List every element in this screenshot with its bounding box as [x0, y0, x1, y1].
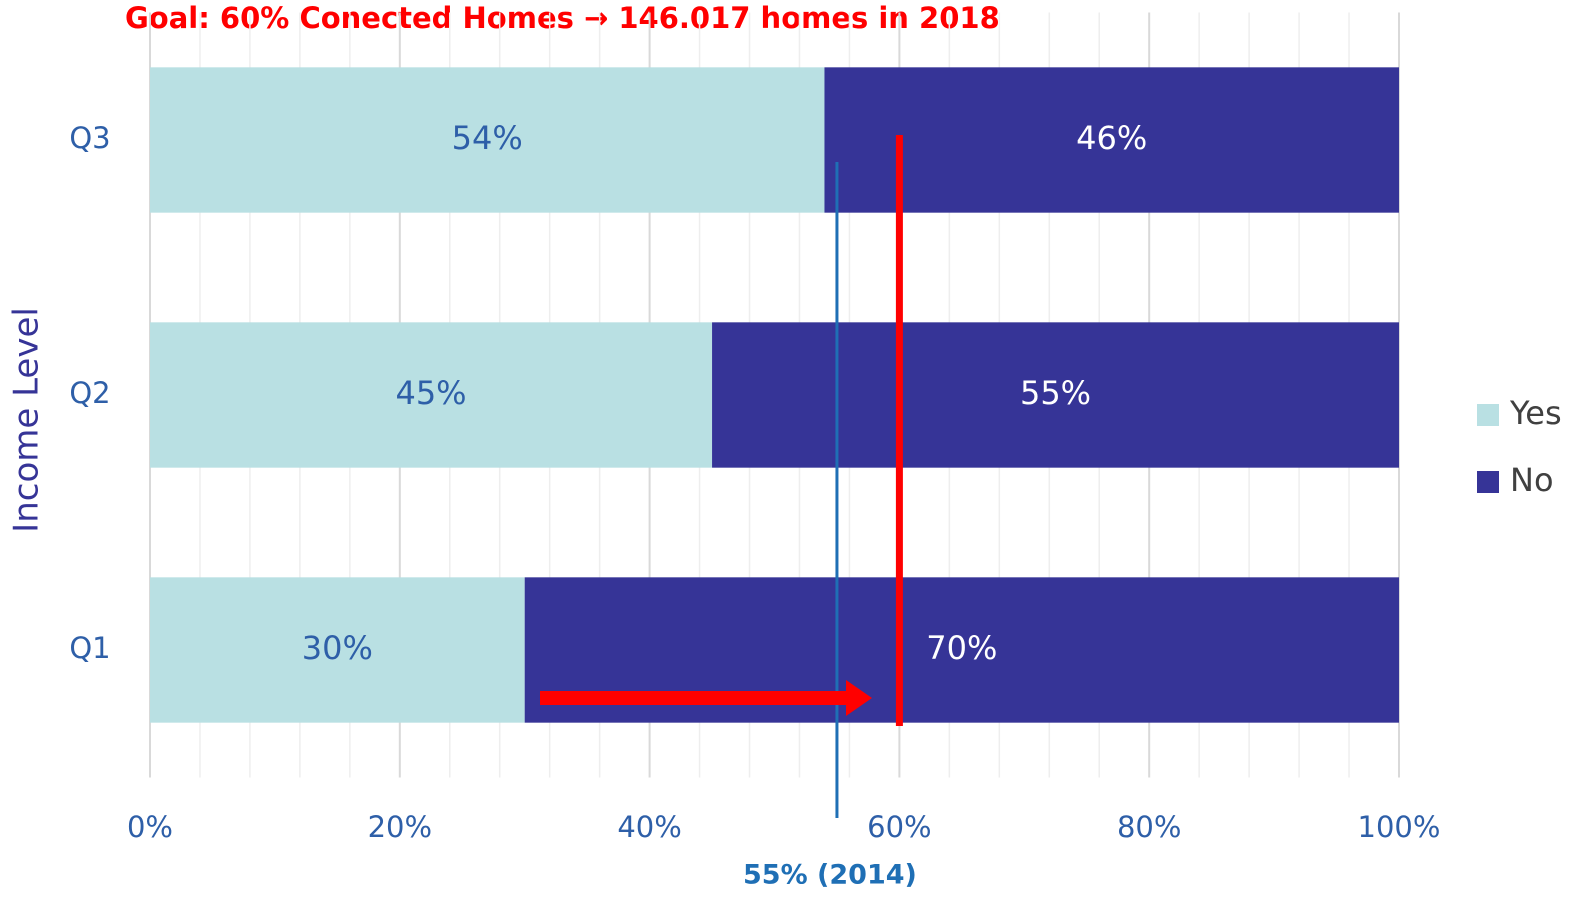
x-tick-label: 20% — [368, 810, 432, 844]
legend-swatch — [1477, 471, 1499, 493]
data-label: 70% — [926, 629, 997, 667]
x-tick-label: 80% — [1117, 810, 1181, 844]
chart-title: Goal: 60% Conected Homes → 146.017 homes… — [125, 1, 1000, 35]
x-tick-label: 40% — [617, 810, 681, 844]
bar-segment — [824, 67, 1399, 213]
bar-segment — [150, 67, 825, 213]
x-tick-label: 100% — [1358, 810, 1441, 844]
x-tick-label: 0% — [127, 810, 173, 844]
bars: 30% 70% 45% 55% 54% 46% — [150, 67, 1399, 723]
data-label: 54% — [452, 119, 523, 157]
legend-label: No — [1510, 461, 1554, 499]
data-label: 30% — [302, 629, 373, 667]
y-tick-label: Q2 — [69, 376, 110, 410]
y-tick-label: Q1 — [69, 631, 110, 665]
reference-label: 55% (2014) — [743, 860, 917, 891]
legend-swatch — [1477, 404, 1499, 426]
data-label: 46% — [1076, 119, 1147, 157]
goal-arrow-head — [846, 680, 872, 716]
y-axis-label: Income Level — [7, 307, 47, 533]
bar-segment — [150, 577, 525, 723]
x-tick-label: 60% — [867, 810, 931, 844]
annotations: 55% (2014) — [743, 135, 917, 891]
data-label: 45% — [395, 374, 466, 412]
data-label: 55% — [1020, 374, 1091, 412]
legend-label: Yes — [1509, 394, 1562, 432]
y-tick-label: Q3 — [69, 121, 110, 155]
bar-segment — [150, 322, 713, 468]
bar-segment — [712, 322, 1399, 468]
